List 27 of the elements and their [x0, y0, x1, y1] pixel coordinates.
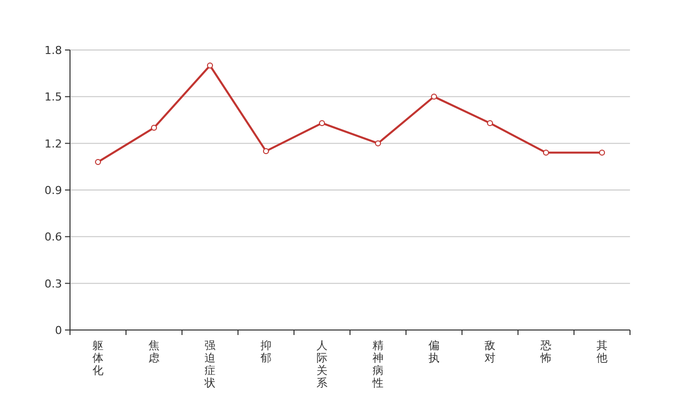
x-tick-label: 恐怖: [540, 339, 552, 364]
point: [375, 140, 381, 146]
point: [431, 94, 437, 100]
point: [151, 124, 157, 131]
x-tick-label: 人际关系: [316, 339, 328, 390]
x-tick-label: 抑郁: [260, 339, 272, 364]
x-tick-label: 偏执: [428, 339, 440, 364]
x-tick-label: 焦虑: [148, 339, 160, 364]
point: [207, 62, 213, 69]
y-tick-label: 1.2: [44, 137, 62, 150]
y-tick-label: 0: [55, 324, 62, 337]
point: [319, 120, 325, 126]
x-tick-label: 其他: [596, 339, 608, 364]
x-tick-label: 躯体化: [92, 339, 104, 377]
x-tick-label: 精神病性: [372, 339, 384, 390]
y-tick-label: 1.5: [44, 90, 62, 104]
point: [487, 120, 493, 126]
x-tick-label: 强迫症状: [204, 339, 216, 390]
y-tick-label: 1.8: [44, 44, 62, 57]
y-tick-label: 0.6: [44, 230, 62, 244]
y-tick-label: 0.3: [44, 277, 62, 290]
x-tick-label: 敌对: [484, 339, 496, 364]
point: [95, 159, 101, 165]
point: [543, 150, 549, 156]
point: [263, 148, 269, 154]
point: [599, 150, 605, 156]
y-tick-label: 0.9: [44, 184, 62, 197]
